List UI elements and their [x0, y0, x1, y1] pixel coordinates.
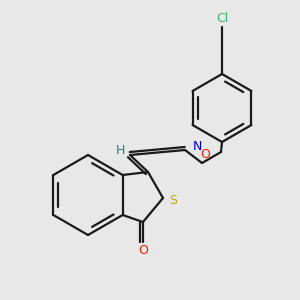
Text: H: H: [115, 143, 125, 157]
Text: Cl: Cl: [216, 13, 228, 26]
Text: S: S: [169, 194, 177, 208]
Text: N: N: [193, 140, 202, 154]
Text: O: O: [200, 148, 210, 161]
Text: O: O: [138, 244, 148, 256]
